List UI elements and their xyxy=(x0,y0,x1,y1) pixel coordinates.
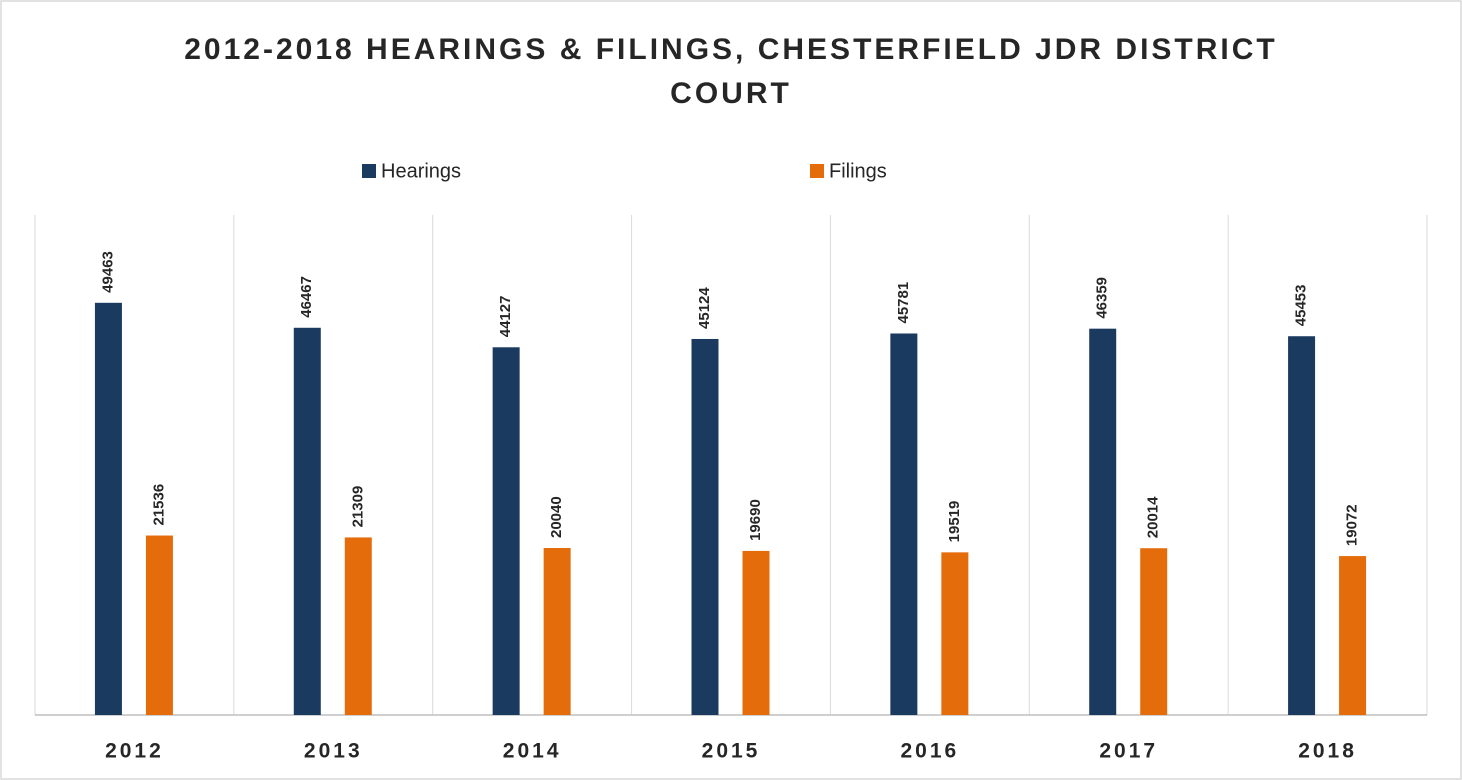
bar xyxy=(293,327,321,715)
bar xyxy=(1140,548,1168,715)
chart-title: 2012-2018 HEARINGS & FILINGS, CHESTERFIE… xyxy=(184,33,1278,110)
legend-swatch xyxy=(810,164,824,178)
legend-swatch xyxy=(362,164,376,178)
bar xyxy=(941,552,969,715)
x-tick-label: 2018 xyxy=(1298,740,1357,763)
data-label: 46359 xyxy=(1094,277,1111,319)
x-tick-label: 2015 xyxy=(702,740,761,763)
bar xyxy=(492,347,520,715)
data-label: 46467 xyxy=(298,276,315,318)
legend-label: Hearings xyxy=(381,160,461,182)
bar xyxy=(691,338,719,715)
x-tick-label: 2013 xyxy=(304,740,363,763)
data-label: 21309 xyxy=(349,486,366,528)
bar xyxy=(1089,328,1117,715)
data-label: 20040 xyxy=(548,496,565,538)
data-label: 19072 xyxy=(1344,504,1361,546)
data-label: 45781 xyxy=(895,282,912,324)
x-tick-label: 2016 xyxy=(900,740,959,763)
x-tick-label: 2017 xyxy=(1099,740,1158,763)
data-label: 19690 xyxy=(747,499,764,541)
bar xyxy=(890,333,918,715)
data-label: 20014 xyxy=(1145,496,1162,538)
data-label: 19519 xyxy=(946,501,963,543)
legend-label: Filings xyxy=(829,160,887,182)
bar xyxy=(742,550,770,715)
data-label: 49463 xyxy=(99,251,116,293)
bar xyxy=(145,535,173,715)
bar xyxy=(94,302,122,715)
data-label: 21536 xyxy=(150,484,167,526)
data-label: 44127 xyxy=(497,296,514,338)
data-label: 45453 xyxy=(1293,285,1310,327)
data-label: 45124 xyxy=(696,287,713,329)
x-tick-label: 2014 xyxy=(503,740,562,763)
bar xyxy=(1288,336,1316,715)
bar xyxy=(1339,556,1367,715)
bar xyxy=(344,537,372,715)
bar xyxy=(543,548,571,715)
x-tick-label: 2012 xyxy=(105,740,164,763)
